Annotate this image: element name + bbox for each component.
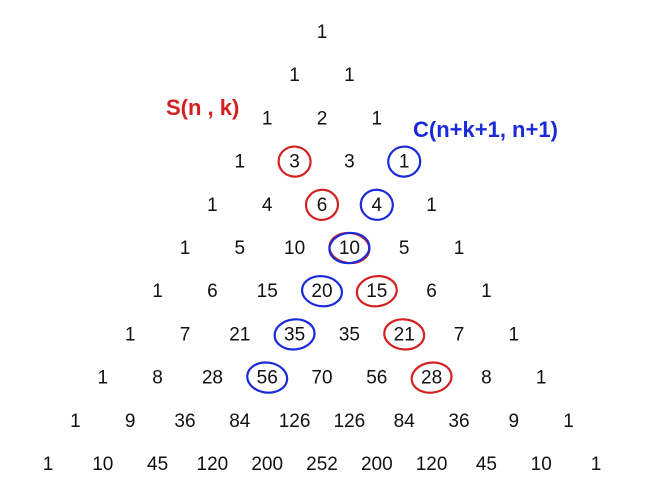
triangle-cell: 6 [207, 281, 218, 302]
c-label: C(n+k+1, n+1) [413, 117, 558, 142]
blue-circle-mark [328, 231, 371, 265]
triangle-cell: 1 [563, 411, 574, 432]
triangle-cell: 1 [207, 195, 218, 216]
triangle-cell: 1 [509, 324, 520, 345]
red-circle-mark [355, 274, 398, 308]
triangle-cell: 120 [197, 454, 229, 475]
triangle-cell: 4 [262, 195, 273, 216]
triangle-cell: 56 [257, 368, 278, 389]
triangle-cell: 1 [262, 108, 273, 129]
triangle-cell: 5 [399, 238, 410, 259]
red-circle-mark [304, 188, 340, 221]
blue-circle-mark [359, 188, 394, 221]
triangle-cell: 84 [394, 411, 416, 432]
triangle-cell: 1 [152, 281, 163, 302]
triangle-cell: 1 [426, 195, 437, 216]
triangle-cell: 35 [284, 324, 305, 345]
triangle-cell: 2 [317, 108, 328, 129]
triangle-cell: 10 [92, 454, 113, 475]
triangle-cell: 252 [306, 454, 338, 475]
triangle-cell: 28 [202, 368, 223, 389]
triangle-cell: 15 [366, 281, 387, 302]
triangle-cell: 200 [251, 454, 283, 475]
s-label: S(n , k) [166, 95, 239, 120]
triangle-cell: 1 [591, 454, 602, 475]
red-circle-mark [277, 145, 312, 178]
triangle-cell: 200 [361, 454, 393, 475]
triangle-cell: 120 [416, 454, 448, 475]
triangle-cell: 10 [531, 454, 552, 475]
triangle-cell: 3 [289, 152, 300, 173]
triangle-cell: 45 [476, 454, 497, 475]
triangle-cell: 1 [180, 238, 191, 259]
triangle-cell: 3 [344, 152, 355, 173]
red-circle-mark [410, 361, 453, 394]
triangle-cell: 15 [257, 281, 278, 302]
triangle-cell: 10 [339, 238, 360, 259]
triangle-cell: 45 [147, 454, 168, 475]
triangle-cell: 1 [372, 108, 383, 129]
triangle-cell: 1 [289, 65, 300, 86]
triangle-cell: 126 [279, 411, 311, 432]
triangle-cell: 56 [366, 368, 387, 389]
triangle-cell: 1 [454, 238, 465, 259]
red-circle-mark [383, 318, 426, 351]
triangle-cell: 1 [125, 324, 136, 345]
triangle-cell: 1 [536, 368, 547, 389]
triangle-cell: 1 [399, 152, 410, 173]
blue-circle-mark [246, 361, 289, 394]
triangle-cell: 35 [339, 324, 360, 345]
triangle-cell: 4 [372, 195, 383, 216]
blue-circle-mark [300, 275, 344, 308]
triangle-cell: 1 [235, 152, 246, 173]
highlight-marks [246, 145, 453, 394]
triangle-cell: 6 [426, 281, 437, 302]
triangle-cell: 126 [334, 411, 366, 432]
triangle-cell: 20 [311, 281, 332, 302]
triangle-cell: 1 [481, 281, 492, 302]
triangle-cell: 84 [229, 411, 251, 432]
triangle-cell: 36 [448, 411, 469, 432]
triangle-cells: 11 11 2 11 3 3 11 4 6 4 11 5 10 10 5 11 6 15 20 15 6 11 7 21 35 3… [43, 22, 602, 475]
triangle-cell: 1 [98, 368, 109, 389]
triangle-cell: 10 [284, 238, 305, 259]
triangle-cell: 21 [229, 324, 250, 345]
triangle-cell: 5 [235, 238, 246, 259]
triangle-cell: 1 [317, 22, 328, 43]
triangle-cell: 28 [421, 368, 442, 389]
triangle-cell: 7 [180, 324, 191, 345]
triangle-cell: 1 [70, 411, 81, 432]
triangle-cell: 6 [317, 195, 328, 216]
triangle-cell: 1 [43, 454, 54, 475]
triangle-cell: 8 [152, 368, 163, 389]
triangle-cell: 9 [125, 411, 136, 432]
triangle-cell: 7 [454, 324, 465, 345]
triangle-cell: 8 [481, 368, 492, 389]
triangle-cell: 36 [174, 411, 195, 432]
triangle-cell: 9 [509, 411, 520, 432]
blue-circle-mark [387, 145, 422, 178]
triangle-cell: 70 [311, 368, 332, 389]
blue-circle-mark [273, 318, 316, 351]
triangle-cell: 1 [344, 65, 355, 86]
triangle-cell: 21 [394, 324, 415, 345]
